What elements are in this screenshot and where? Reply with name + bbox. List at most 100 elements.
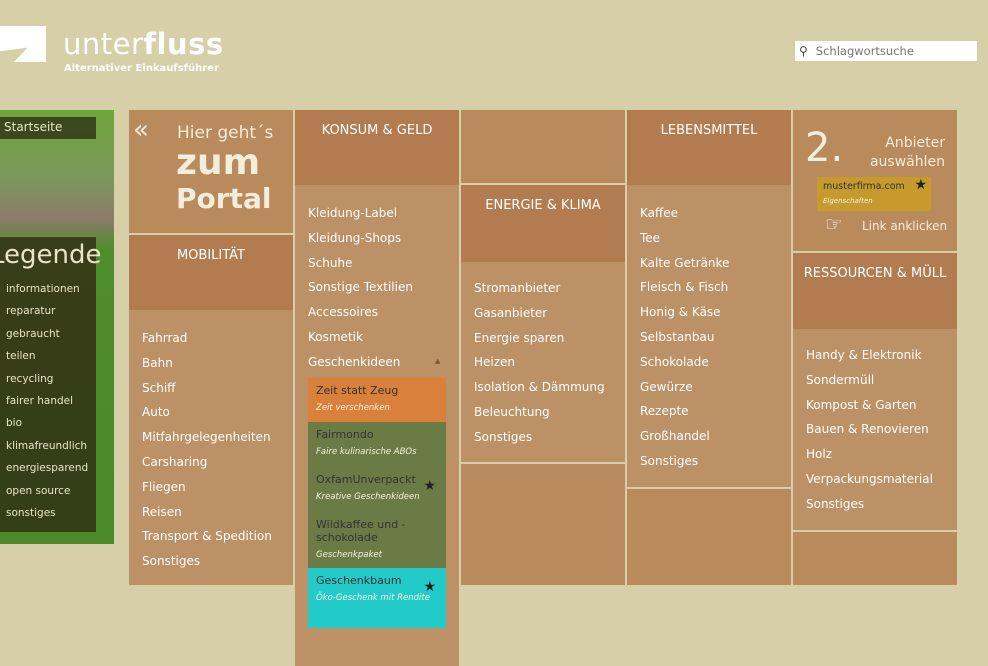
tagline: Alternativer Einkaufsführer <box>64 63 219 74</box>
list-item[interactable]: Schuhe <box>308 255 353 270</box>
list-item[interactable]: Honig & Käse <box>640 305 721 320</box>
list-item[interactable]: Kalte Getränke <box>640 255 730 270</box>
step-line2: auswählen <box>869 154 945 170</box>
provider-desc: Zeit verschenken <box>316 403 390 413</box>
list-item[interactable]: Selbstanbau <box>640 329 715 344</box>
back-arrow-icon: « <box>133 115 149 145</box>
list-item[interactable]: Holz <box>806 447 832 462</box>
list-item[interactable]: Kompost & Garten <box>806 397 917 412</box>
list-item[interactable]: Heizen <box>474 355 516 370</box>
provider-name: Geschenkbaum <box>316 574 402 587</box>
star-icon: ★ <box>423 579 436 595</box>
logo[interactable]: unterfluss <box>63 28 224 60</box>
list-item[interactable]: Reisen <box>142 504 182 519</box>
list-item[interactable]: Sonstiges <box>142 554 201 569</box>
logo-icon[interactable] <box>0 26 46 62</box>
list-item[interactable]: Fleisch & Fisch <box>640 280 729 295</box>
category-mobilitaet[interactable]: MOBILITÄT <box>129 235 293 310</box>
list-item[interactable]: Sonstige Textilien <box>308 280 413 295</box>
provider-desc: Geschenkpaket <box>316 550 382 560</box>
list-item[interactable]: Isolation & Dämmung <box>474 380 605 395</box>
legend-item[interactable]: bio <box>6 417 23 430</box>
legend-item[interactable]: recycling <box>6 372 54 385</box>
provider-name: Zeit statt Zeug <box>316 384 399 397</box>
mobilitaet-list: Fahrrad Bahn Schiff Auto Mitfahrgelegenheite… <box>129 310 293 585</box>
star-icon: ★ <box>423 478 436 494</box>
search-icon: ⚲ <box>799 44 808 58</box>
collapse-icon[interactable]: ▲ <box>435 357 441 365</box>
search-box[interactable]: ⚲ <box>795 41 977 61</box>
provider-desc: Öko-Geschenk mit Rendite <box>316 593 430 603</box>
list-item[interactable]: Carsharing <box>142 454 208 469</box>
legend-item[interactable]: informationen <box>6 283 80 295</box>
legend: Legende informationen reparatur gebraucht t… <box>0 237 102 532</box>
legend-item[interactable]: reparatur <box>6 305 56 318</box>
legend-item[interactable]: energiesparend <box>6 462 89 475</box>
legend-title: Legende <box>0 240 102 270</box>
list-item[interactable]: Fahrrad <box>142 331 188 345</box>
hand-pointer-icon: ☞ <box>825 212 843 236</box>
list-item[interactable]: Kosmetik <box>308 329 363 344</box>
list-item[interactable]: Mitfahrgelegenheiten <box>142 430 271 445</box>
list-item[interactable]: Sondermüll <box>806 372 875 387</box>
provider-desc: Faire kulinarische ABOs <box>316 447 417 457</box>
category-lebensmittel[interactable]: LEBENSMITTEL <box>627 110 791 185</box>
provider-name: OxfamUnverpackt <box>316 473 416 486</box>
legend-item[interactable]: sonstiges <box>6 506 56 519</box>
list-item[interactable]: Rezepte <box>640 404 689 419</box>
list-item[interactable]: Schiff <box>142 380 176 395</box>
empty-tile <box>627 489 791 585</box>
list-item[interactable]: Verpackungsmaterial <box>806 471 933 486</box>
empty-tile <box>793 532 957 585</box>
category-ressourcen[interactable]: RESSOURCEN & MÜLL <box>793 253 957 329</box>
legend-item[interactable]: gebraucht <box>6 327 60 340</box>
star-icon: ★ <box>914 177 927 193</box>
provider-item[interactable]: Fairmondo Faire kulinarische ABOs <box>308 422 446 467</box>
lebensmittel-list: Kaffee Tee Kalte Getränke Fleisch & Fisch Ho… <box>627 185 791 487</box>
demo-provider: musterfirma.com Eigenschaften ★ <box>817 177 931 211</box>
empty-tile <box>461 110 625 183</box>
portal-line1: Hier geht´s <box>177 123 274 143</box>
provider-item[interactable]: Wildkaffee und -schokolade Geschenkpaket <box>308 512 446 568</box>
list-item[interactable]: Kaffee <box>640 206 679 220</box>
list-item[interactable]: Sonstiges <box>806 496 865 511</box>
list-item[interactable]: Gewürze <box>640 379 693 394</box>
list-item[interactable]: Gasanbieter <box>474 305 548 320</box>
energie-list: Stromanbieter Gasanbieter Energie sparen He… <box>461 262 625 462</box>
list-item[interactable]: Stromanbieter <box>474 281 561 295</box>
list-item[interactable]: Energie sparen <box>474 330 565 345</box>
legend-item[interactable]: klimafreundlich <box>6 439 88 452</box>
provider-item[interactable]: Zeit statt Zeug Zeit verschenken <box>308 378 446 422</box>
legend-item[interactable]: fairer handel <box>6 394 74 407</box>
list-item[interactable]: Handy & Elektronik <box>806 348 922 362</box>
konsum-list: Kleidung-Label Kleidung-Shops Schuhe Sonsti… <box>295 185 459 666</box>
provider-item[interactable]: OxfamUnverpackt Kreative Geschenkideen ★ <box>308 467 446 512</box>
list-item[interactable]: Bauen & Renovieren <box>806 422 929 437</box>
logo-bold: fluss <box>143 27 224 61</box>
list-item[interactable]: Auto <box>142 405 170 420</box>
portal-link[interactable]: « Hier geht´s zum Portal <box>129 110 293 233</box>
provider-item[interactable]: Geschenkbaum Öko-Geschenk mit Rendite ★ <box>308 568 446 628</box>
list-item[interactable]: Transport & Spedition <box>142 529 272 544</box>
list-item[interactable]: Fliegen <box>142 479 186 494</box>
start-link[interactable]: Startseite <box>0 117 96 139</box>
list-item[interactable]: Schokolade <box>640 354 709 369</box>
list-item[interactable]: Tee <box>640 230 661 245</box>
list-item[interactable]: Beleuchtung <box>474 404 550 419</box>
list-item[interactable]: Accessoires <box>308 305 379 320</box>
category-energie[interactable]: ENERGIE & KLIMA <box>461 185 625 262</box>
category-konsum[interactable]: KONSUM & GELD <box>295 110 459 185</box>
legend-item[interactable]: teilen <box>6 350 36 363</box>
search-input[interactable] <box>815 44 966 58</box>
list-item[interactable]: Kleidung-Label <box>308 206 398 220</box>
list-item[interactable]: Sonstiges <box>474 429 533 444</box>
list-item[interactable]: Bahn <box>142 355 173 370</box>
portal-line2: zum <box>176 142 261 183</box>
legend-item[interactable]: open source <box>6 484 71 497</box>
provider-name: Fairmondo <box>316 428 374 441</box>
step-line1: Anbieter <box>885 135 945 151</box>
list-item[interactable]: Großhandel <box>640 429 710 444</box>
list-item[interactable]: Kleidung-Shops <box>308 230 402 245</box>
list-item[interactable]: Sonstiges <box>640 453 699 468</box>
list-item[interactable]: Geschenkideen <box>308 354 401 369</box>
